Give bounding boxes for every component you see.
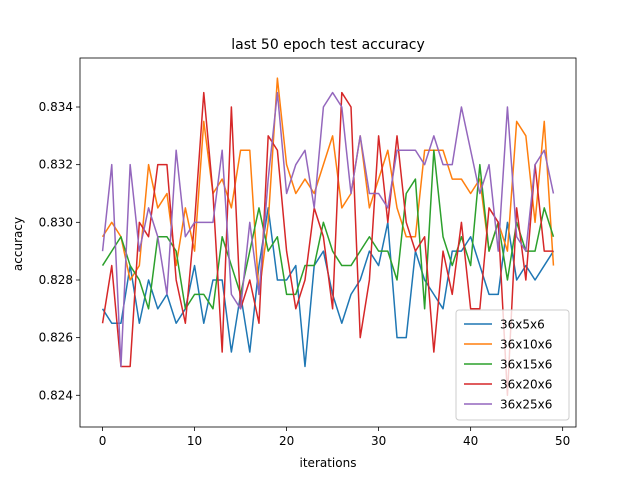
x-tick-label: 10 [187, 434, 202, 448]
legend-label: 36x20x6 [500, 378, 552, 392]
plot-area [101, 77, 555, 397]
series-line-36x20x6 [101, 91, 554, 397]
chart-title: last 50 epoch test accuracy [231, 37, 425, 53]
y-tick-label: 0.824 [39, 388, 73, 402]
legend-label: 36x5x6 [500, 318, 545, 332]
x-tick-label: 30 [371, 434, 386, 448]
x-tick-label: 50 [555, 434, 570, 448]
legend-label: 36x10x6 [500, 338, 552, 352]
legend-label: 36x25x6 [500, 398, 552, 412]
axes: 0 10 20 30 40 50 0.824 0.826 0.828 0.830 0.832 0.83… [39, 57, 577, 448]
y-tick-label: 0.826 [39, 331, 73, 345]
series-line-36x15x6 [101, 149, 555, 310]
y-tick-label: 0.830 [39, 215, 73, 229]
y-axis-label: accuracy [11, 217, 25, 271]
legend: 36x5x6 36x10x6 36x15x6 36x20x6 36x25x6 [455, 309, 570, 421]
x-tick-label: 0 [99, 434, 107, 448]
x-axis-label: iterations [300, 456, 357, 470]
series-line-36x25x6 [101, 91, 555, 368]
legend-label: 36x15x6 [500, 358, 552, 372]
legend-box [455, 309, 570, 421]
x-tick-label: 20 [279, 434, 294, 448]
plot-frame [79, 57, 577, 428]
y-tick-label: 0.828 [39, 273, 73, 287]
y-tick-label: 0.834 [39, 100, 73, 114]
y-tick-label: 0.832 [39, 158, 73, 172]
x-tick-label: 40 [463, 434, 478, 448]
